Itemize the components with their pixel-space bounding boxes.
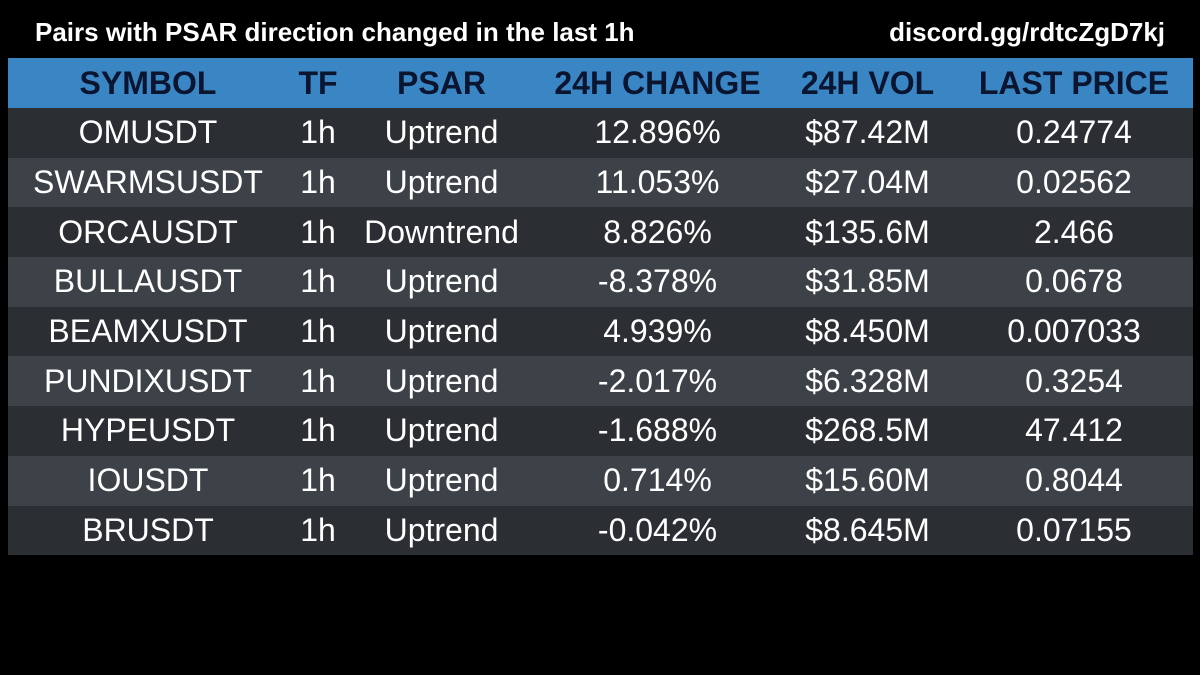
cell-symbol: BEAMXUSDT (48, 313, 248, 350)
cell-last-price: 0.8044 (1025, 462, 1123, 499)
cell-tf: 1h (300, 412, 336, 449)
cell-last-price: 2.466 (1033, 213, 1115, 250)
cell-last-price: 0.07155 (1016, 511, 1132, 548)
column-header-symbol: SYMBOL (79, 65, 217, 101)
cell-24h-vol: $8.450M (805, 313, 930, 350)
cell-24h-vol: $8.645M (805, 511, 930, 548)
cell-symbol: BULLAUSDT (53, 263, 243, 300)
cell-24h-change: -8.378% (597, 263, 718, 300)
cell-psar: Uptrend (384, 462, 499, 499)
cell-24h-vol: $87.42M (805, 114, 930, 151)
cell-24h-change: -0.042% (597, 511, 718, 548)
cell-last-price: 0.007033 (1007, 313, 1141, 350)
table-row: PUNDIXUSDT 1h Uptrend -2.017% $6.328M 0.… (8, 356, 1193, 407)
cell-24h-vol: $31.85M (805, 263, 930, 300)
cell-last-price: 0.24774 (1016, 114, 1132, 151)
cell-symbol: SWARMSUSDT (33, 164, 263, 201)
table-row: HYPEUSDT 1h Uptrend -1.688% $268.5M 47.4… (8, 406, 1193, 456)
cell-24h-change: 4.939% (603, 313, 712, 350)
cell-tf: 1h (300, 114, 336, 151)
table-row: BULLAUSDT 1h Uptrend -8.378% $31.85M 0.0… (8, 257, 1193, 307)
cell-24h-vol: $15.60M (805, 462, 930, 499)
cell-24h-change: -2.017% (597, 362, 718, 399)
cell-psar: Uptrend (384, 263, 499, 300)
table-row: ORCAUSDT 1h Downtrend 8.826% $135.6M 2.4… (8, 207, 1193, 258)
table-row: SWARMSUSDT 1h Uptrend 11.053% $27.04M 0.… (8, 157, 1193, 208)
cell-symbol: IOUSDT (87, 462, 209, 499)
column-header-24h-change: 24H CHANGE (554, 65, 761, 101)
cell-symbol: OMUSDT (78, 114, 218, 151)
cell-last-price: 0.3254 (1025, 362, 1123, 399)
table-row: BEAMXUSDT 1h Uptrend 4.939% $8.450M 0.00… (8, 306, 1193, 357)
cell-symbol: ORCAUSDT (58, 213, 238, 250)
column-header-last-price: LAST PRICE (978, 65, 1170, 101)
cell-last-price: 47.412 (1025, 412, 1123, 449)
cell-symbol: BRUSDT (82, 511, 214, 548)
cell-psar: Uptrend (384, 412, 499, 449)
cell-tf: 1h (300, 164, 336, 201)
cell-psar: Uptrend (384, 313, 499, 350)
cell-24h-change: 11.053% (595, 164, 720, 201)
cell-symbol: PUNDIXUSDT (43, 362, 252, 399)
cell-last-price: 0.02562 (1016, 164, 1132, 201)
discord-link[interactable]: discord.gg/rdtcZgD7kj (889, 17, 1165, 47)
cell-psar: Uptrend (384, 114, 499, 151)
table-row: OMUSDT 1h Uptrend 12.896% $87.42M 0.2477… (8, 108, 1193, 158)
table-header-row: SYMBOL TF PSAR 24H CHANGE 24H VOL LAST P… (8, 58, 1193, 108)
cell-24h-change: -1.688% (597, 412, 718, 449)
cell-24h-vol: $268.5M (805, 412, 930, 449)
cell-last-price: 0.0678 (1025, 263, 1123, 300)
cell-symbol: HYPEUSDT (60, 412, 236, 449)
cell-psar: Uptrend (384, 164, 499, 201)
cell-tf: 1h (300, 213, 336, 250)
cell-psar: Uptrend (384, 362, 499, 399)
cell-tf: 1h (300, 511, 336, 548)
cell-24h-vol: $6.328M (805, 362, 930, 399)
column-header-24h-vol: 24H VOL (800, 65, 935, 101)
cell-24h-change: 12.896% (594, 114, 721, 151)
psar-table: SYMBOL TF PSAR 24H CHANGE 24H VOL LAST P… (8, 58, 1193, 556)
cell-24h-change: 8.826% (603, 213, 712, 250)
cell-24h-vol: $135.6M (805, 213, 930, 250)
cell-tf: 1h (300, 313, 336, 350)
page-title: Pairs with PSAR direction changed in the… (35, 17, 635, 47)
column-header-tf: TF (298, 65, 338, 101)
table-row: BRUSDT 1h Uptrend -0.042% $8.645M 0.0715… (8, 505, 1193, 556)
cell-psar: Uptrend (384, 511, 499, 548)
cell-tf: 1h (300, 263, 336, 300)
cell-tf: 1h (300, 362, 336, 399)
table-row: IOUSDT 1h Uptrend 0.714% $15.60M 0.8044 (8, 455, 1193, 506)
cell-24h-change: 0.714% (603, 462, 712, 499)
cell-24h-vol: $27.04M (805, 164, 930, 201)
column-header-psar: PSAR (397, 65, 486, 101)
cell-tf: 1h (300, 462, 336, 499)
cell-psar: Downtrend (364, 213, 519, 250)
